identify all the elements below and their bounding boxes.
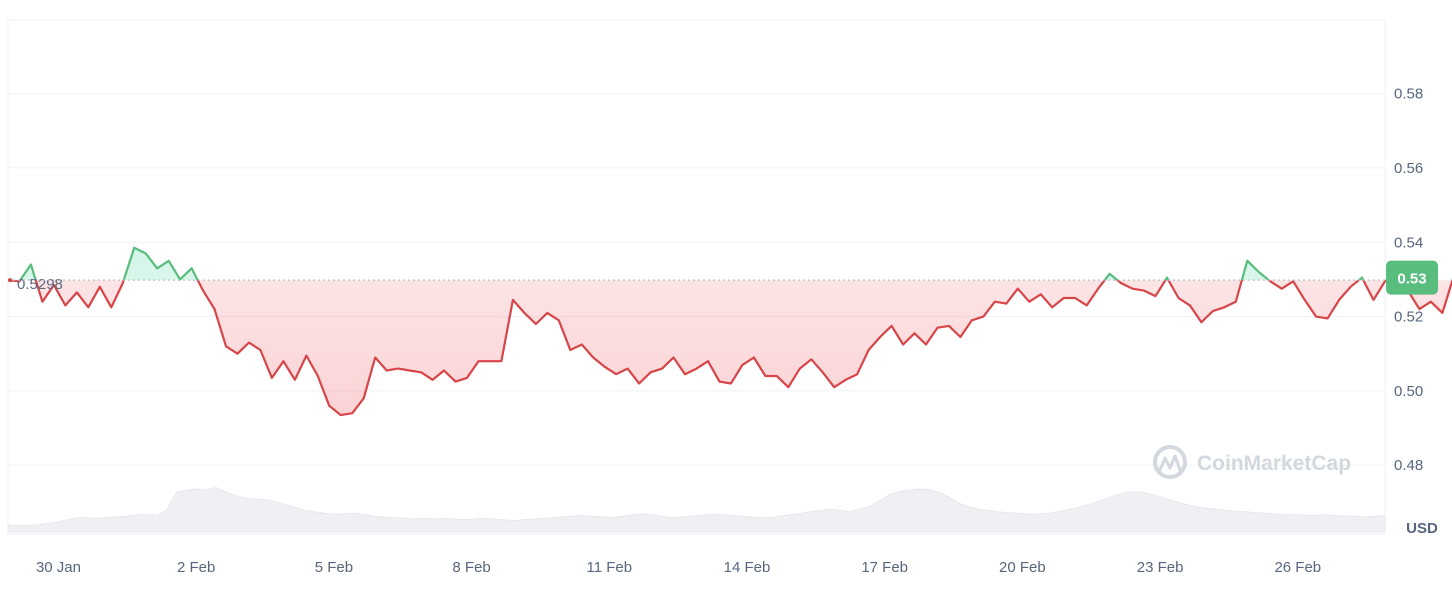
y-tick-label: 0.52 <box>1394 309 1423 326</box>
x-tick-label: 20 Feb <box>999 559 1046 576</box>
y-tick-label: 0.56 <box>1394 160 1423 177</box>
price-area <box>8 247 1452 416</box>
price-line <box>7 246 1452 417</box>
y-tick-label: 0.58 <box>1394 86 1423 103</box>
x-tick-label: 30 Jan <box>36 559 81 576</box>
current-price-label: 0.53 <box>1397 271 1426 288</box>
y-tick-label: 0.54 <box>1394 234 1423 251</box>
volume-area <box>7 486 1386 533</box>
price-area-down <box>8 280 1452 416</box>
x-tick-label: 11 Feb <box>586 559 632 576</box>
watermark: CoinMarketCap <box>1153 445 1351 479</box>
y-axis: 0.48 0.50 0.52 0.54 0.56 0.58 <box>1394 86 1423 475</box>
baseline: 0.5298 <box>8 276 1385 293</box>
baseline-marker <box>8 278 12 283</box>
x-tick-label: 8 Feb <box>452 559 490 576</box>
x-tick-label: 26 Feb <box>1274 559 1321 576</box>
x-tick-label: 17 Feb <box>861 559 908 576</box>
price-line-down <box>7 280 1452 417</box>
x-tick-label: 5 Feb <box>315 559 353 576</box>
current-price-badge-bg <box>1386 260 1438 295</box>
x-tick-label: 2 Feb <box>177 559 215 576</box>
x-tick-label: 23 Feb <box>1137 559 1184 576</box>
plot-frame <box>7 19 1386 535</box>
grid <box>7 19 1386 535</box>
baseline-label: 0.5298 <box>17 276 63 293</box>
x-tick-label: 14 Feb <box>724 559 771 576</box>
current-price-badge: 0.53 <box>1386 260 1438 295</box>
unit-label: USD <box>1406 520 1438 537</box>
coinmarketcap-logo-icon <box>1153 445 1187 479</box>
y-tick-label: 0.50 <box>1394 383 1423 400</box>
volume-fill <box>7 486 1386 533</box>
price-area-up <box>20 247 1400 281</box>
y-tick-label: 0.48 <box>1394 457 1423 474</box>
x-axis: 30 Jan 2 Feb 5 Feb 8 Feb 11 Feb 14 Feb 17 Feb 2… <box>36 559 1321 576</box>
watermark-text: CoinMarketCap <box>1197 452 1351 475</box>
